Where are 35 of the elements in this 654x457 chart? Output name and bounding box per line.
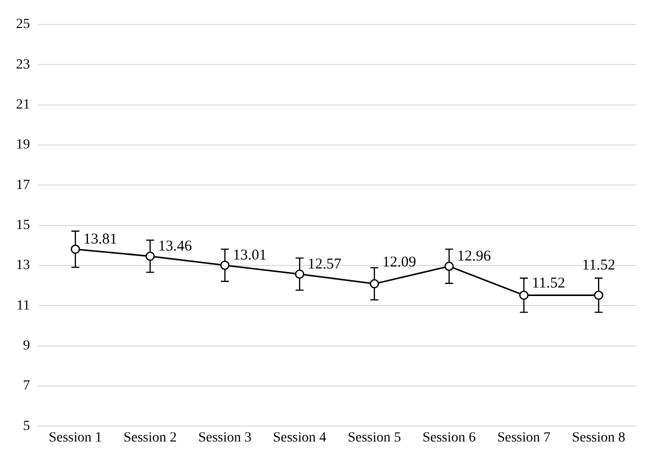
x-tick-label: Session 1 (48, 430, 102, 446)
data-label: 11.52 (582, 258, 616, 274)
y-tick-label: 15 (16, 218, 30, 233)
y-tick-label: 17 (16, 178, 30, 193)
point (294, 269, 304, 279)
x-tick-label: Session 4 (272, 430, 326, 446)
point (519, 290, 529, 300)
y-tick-label: 19 (16, 138, 30, 153)
data-label: 13.46 (158, 238, 192, 255)
point (370, 279, 380, 288)
y-tick-label: 5 (23, 418, 30, 434)
data-label: 12.96 (457, 248, 492, 265)
x-tick-label: Session 5 (348, 430, 402, 446)
data-label: 13.01 (232, 248, 267, 264)
data-label: 12.57 (308, 256, 342, 273)
point (145, 252, 155, 261)
x-tick-label: Session 2 (123, 430, 177, 446)
y-tick-label: 21 (16, 97, 30, 112)
data-label: 12.09 (382, 254, 416, 270)
point (220, 260, 230, 270)
y-tick-label: 25 (16, 17, 30, 32)
y-tick-label: 23 (16, 57, 30, 72)
y-tick-label: 13 (16, 258, 30, 274)
point (444, 262, 454, 271)
y-tick-label: 7 (23, 378, 30, 394)
y-tick-label: 9 (23, 338, 30, 354)
x-tick-label: Session 8 (572, 430, 626, 446)
point (70, 244, 80, 254)
x-tick-label: Session 3 (198, 430, 252, 446)
x-tick-label: Session 6 (422, 430, 476, 446)
data-label: 11.52 (532, 276, 566, 292)
x-tick-label: Session 7 (497, 430, 551, 446)
point (594, 290, 604, 300)
y-tick-label: 11 (16, 298, 30, 314)
data-label: 13.81 (83, 232, 118, 248)
